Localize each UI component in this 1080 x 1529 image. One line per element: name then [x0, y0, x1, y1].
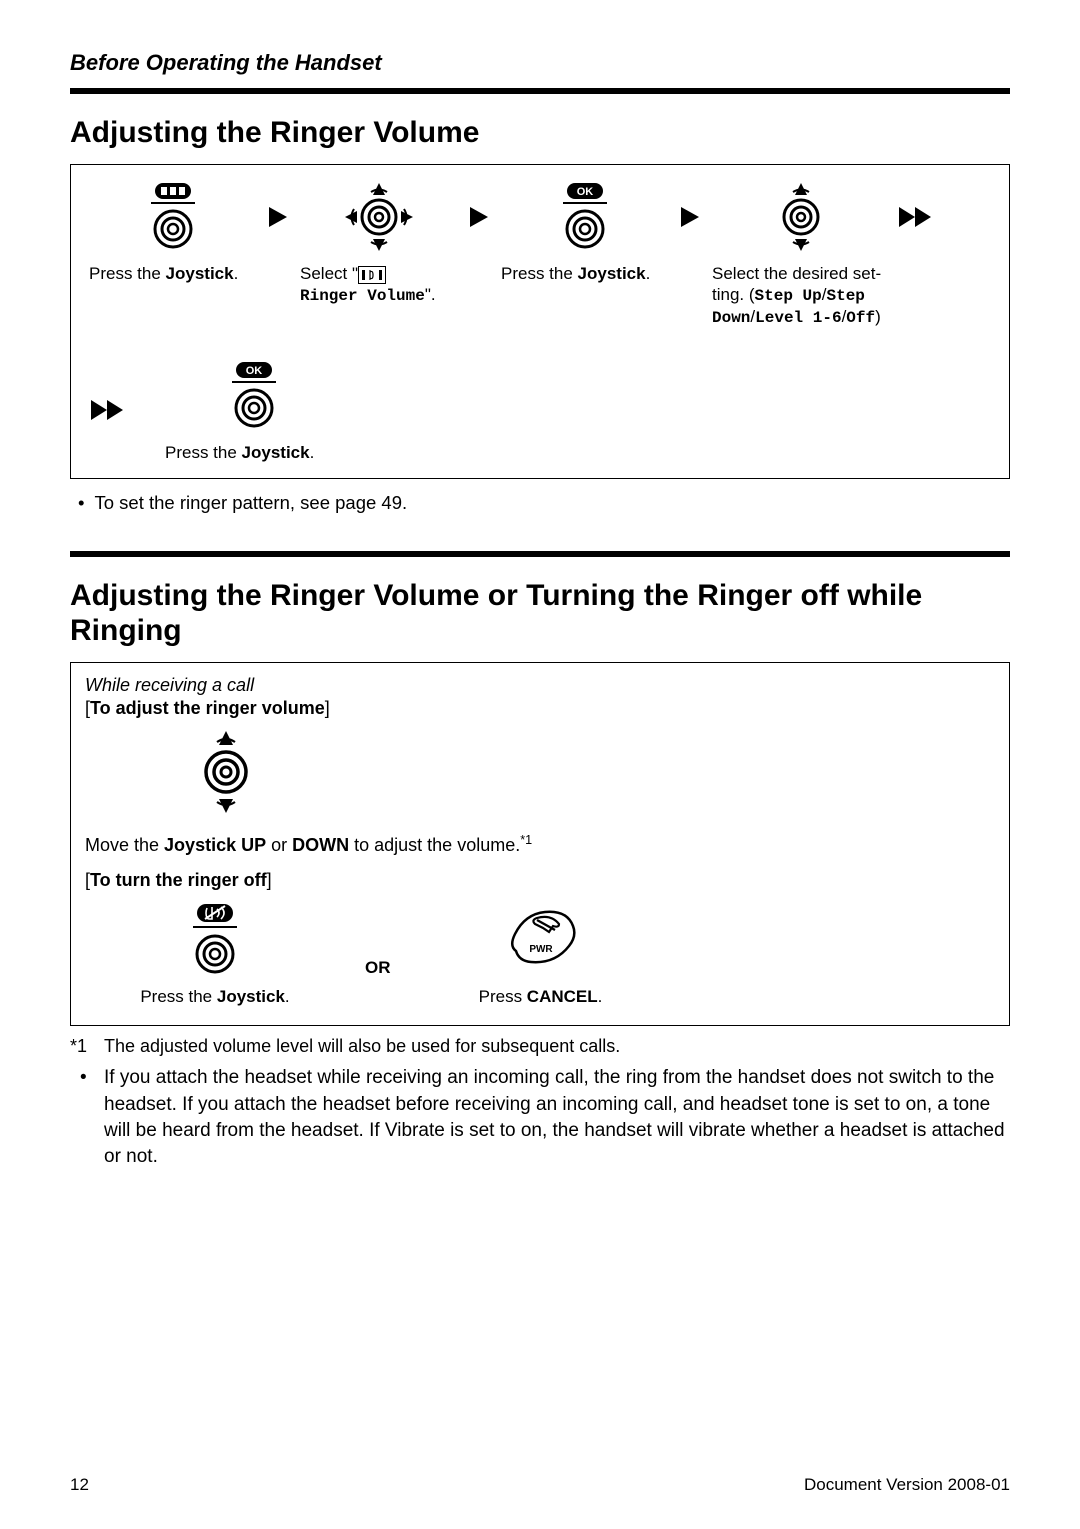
- section1-diagram: Press the Joystick.: [70, 164, 1010, 479]
- text: or: [266, 835, 292, 855]
- text: .: [234, 264, 239, 283]
- page-footer: 12 Document Version 2008-01: [70, 1475, 1010, 1495]
- text: .: [310, 443, 315, 462]
- running-header: Before Operating the Handset: [70, 50, 1010, 76]
- text-bold: Joystick: [578, 264, 646, 283]
- cancel-pwr-icon: PWR: [501, 906, 581, 976]
- section-rule-1: [70, 88, 1010, 94]
- joystick-updown-icon: [195, 729, 257, 815]
- flow-row-2: OK Press the Joystick.: [85, 356, 995, 463]
- text-mono: Step Up: [755, 287, 822, 305]
- section2-diagram: While receiving a call [To adjust the ri…: [70, 662, 1010, 1026]
- section1-note: To set the ringer pattern, see page 49.: [96, 491, 1010, 516]
- text: Move the: [85, 835, 164, 855]
- joystick-menu-icon: [143, 181, 203, 253]
- body-notes: • If you attach the headset while receiv…: [70, 1065, 1010, 1170]
- svg-text:OK: OK: [245, 365, 262, 377]
- text: ): [875, 307, 881, 326]
- joystick-updown-icon: [773, 181, 829, 253]
- or-row: Press the Joystick. OR PWR Press CANCEL.: [85, 901, 995, 1007]
- text: .: [646, 264, 651, 283]
- section-rule-2: [70, 551, 1010, 557]
- text: Press the: [89, 264, 166, 283]
- sub-heading-adjust: [To adjust the ringer volume]: [85, 698, 995, 719]
- text: to adjust the volume.: [349, 835, 520, 855]
- arrow-right-3: [672, 177, 708, 257]
- text-mono: Ringer Volume: [300, 287, 425, 305]
- turnoff-option-cancel: PWR Press CANCEL.: [411, 901, 671, 1007]
- text-bold: Joystick: [217, 987, 285, 1006]
- updown-icon-wrapper: [85, 729, 995, 815]
- step-press-joystick-1: Press the Joystick.: [85, 177, 260, 284]
- arrow-right-double-2: [85, 356, 133, 436]
- step-press-joystick-2: OK Press the Joystick.: [497, 177, 672, 284]
- section1-title: Adjusting the Ringer Volume: [70, 116, 1010, 150]
- or-label: OR: [345, 930, 411, 978]
- text-bold: Joystick: [166, 264, 234, 283]
- svg-text:PWR: PWR: [529, 944, 553, 955]
- arrow-right-double-1: [893, 177, 941, 257]
- bullet-paragraph: If you attach the headset while receivin…: [104, 1065, 1010, 1170]
- text: Select the desired set-: [712, 264, 881, 283]
- doc-version: Document Version 2008-01: [804, 1475, 1010, 1495]
- text-bold: CANCEL: [527, 987, 598, 1006]
- footnote-text: The adjusted volume level will also be u…: [104, 1036, 620, 1057]
- bullet-dot: •: [70, 1065, 104, 1170]
- turnoff-option-joystick: Press the Joystick.: [85, 901, 345, 1007]
- step-press-joystick-3: OK Press the Joystick.: [161, 356, 346, 463]
- sub-heading-text: To adjust the ringer volume: [90, 698, 325, 718]
- text-bold: Joystick: [242, 443, 310, 462]
- ringer-small-icon: [358, 266, 386, 284]
- joystick-ok-icon: OK: [224, 360, 284, 432]
- footnote-ref: *1: [520, 833, 532, 847]
- step-select-setting: Select the desired set- ting. (Step Up/S…: [708, 177, 893, 328]
- joystick-mute-icon: [185, 902, 245, 980]
- sub-heading-text: To turn the ringer off: [90, 870, 267, 890]
- text: Select ": [300, 264, 358, 283]
- text: ".: [425, 285, 436, 304]
- text: Press: [479, 987, 527, 1006]
- text-bold: Joystick UP: [164, 835, 266, 855]
- instruction-adjust-volume: Move the Joystick UP or DOWN to adjust t…: [85, 833, 995, 856]
- page: Before Operating the Handset Adjusting t…: [0, 0, 1080, 1529]
- page-number: 12: [70, 1475, 89, 1495]
- text: Press the: [501, 264, 578, 283]
- step-select-ringer-volume: Select " Ringer Volume".: [296, 177, 461, 306]
- flow-row-1: Press the Joystick.: [85, 177, 995, 328]
- text: Press the: [165, 443, 242, 462]
- context-label: While receiving a call: [85, 675, 995, 696]
- text: .: [598, 987, 603, 1006]
- text: .: [285, 987, 290, 1006]
- text-mono: Level 1-6: [755, 309, 841, 327]
- arrow-right-1: [260, 177, 296, 257]
- footnote-mark: *1: [70, 1036, 104, 1057]
- arrow-right-2: [461, 177, 497, 257]
- footnote-1: *1 The adjusted volume level will also b…: [70, 1036, 1010, 1057]
- text: ting. (: [712, 285, 755, 304]
- joystick-4way-icon: [343, 181, 415, 253]
- text-bold: DOWN: [292, 835, 349, 855]
- section2-title: Adjusting the Ringer Volume or Turning t…: [70, 579, 1010, 648]
- text-mono: Off: [846, 309, 875, 327]
- sub-heading-turnoff: [To turn the ringer off]: [85, 870, 995, 891]
- joystick-ok-icon: OK: [555, 181, 615, 253]
- ok-text: OK: [576, 186, 593, 198]
- text: Press the: [140, 987, 217, 1006]
